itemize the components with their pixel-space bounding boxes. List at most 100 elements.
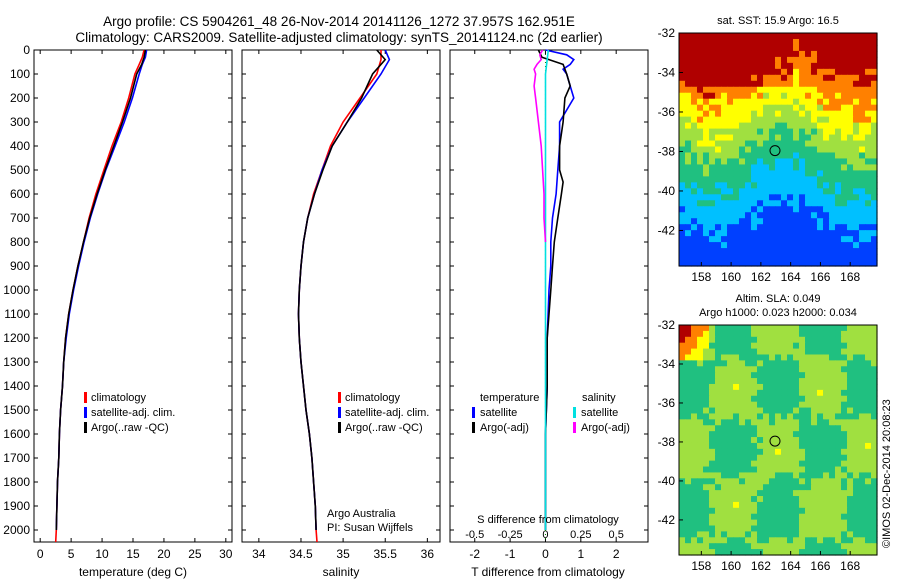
map-y-tick-label: -34 [658,65,676,79]
heatmap-cell [757,460,764,468]
heatmap-cell [841,442,848,450]
heatmap-cell [835,68,842,76]
heatmap-cell [799,448,806,456]
heatmap-cell [805,360,812,367]
heatmap-cell [697,442,704,450]
heatmap-cell [787,366,794,373]
heatmap-cell [847,164,854,172]
heatmap-cell [841,80,848,88]
heatmap-cell [739,128,746,136]
heatmap-cell [739,401,746,409]
heatmap-cell [835,531,842,538]
heatmap-cell [811,537,818,544]
heatmap-cell [823,56,830,64]
heatmap-cell [715,86,722,94]
heatmap-cell [769,431,776,438]
heatmap-cell [733,460,740,468]
heatmap-cell [805,383,812,391]
heatmap-cell [841,372,848,379]
heatmap-cell [793,44,800,52]
heatmap-cell [781,164,788,172]
heatmap-cell [841,104,848,112]
heatmap-cell [793,104,800,112]
heatmap-cell [739,466,746,474]
heatmap-cell [697,62,704,70]
heatmap-cell [709,401,716,409]
heatmap-cell [841,531,848,538]
heatmap-cell [679,378,686,385]
heatmap-cell [841,501,848,509]
temperature-x-axis: 0 5 10 15 20 25 30 [37,50,233,561]
heatmap-cell [853,360,860,367]
heatmap-cell [811,348,818,356]
heatmap-cell [835,401,842,409]
heatmap-cell [679,158,686,166]
heatmap-cell [721,248,728,255]
heatmap-cell [757,170,764,177]
heatmap-cell [841,478,848,485]
heatmap-cell [805,74,812,82]
heatmap-cell [721,372,728,379]
heatmap-cell [709,200,716,207]
heatmap-cell [769,86,776,94]
heatmap-cell [751,383,758,391]
heatmap-cell [769,140,776,148]
heatmap-cell [871,176,878,183]
heatmap-cell [847,366,854,373]
heatmap-cell [829,378,836,385]
heatmap-cell [709,230,716,237]
heatmap-cell [703,431,710,438]
heatmap-cell [751,170,758,177]
heatmap-cell [685,134,692,142]
heatmap-cell [721,140,728,148]
heatmap-cell [835,140,842,148]
heatmap-cell [811,472,818,479]
heatmap-cell [835,152,842,160]
x-tick-label: 36 [421,547,435,561]
heatmap-cell [847,431,854,438]
heatmap-cell [817,348,824,356]
heatmap-cell [835,86,842,94]
heatmap-cell [739,38,746,46]
heatmap-cell [835,378,842,385]
heatmap-cell [823,200,830,207]
heatmap-cell [865,454,872,462]
heatmap-cell [751,330,758,338]
heatmap-cell [787,140,794,148]
heatmap-cell [703,348,710,356]
heatmap-cell [835,478,842,485]
heatmap-cell [787,33,794,40]
depth-tick-label: 1100 [4,307,30,321]
heatmap-cell [859,395,866,403]
legend-swatch-temp-satellite [472,407,475,418]
heatmap-cell [745,224,752,231]
heatmap-cell [787,378,794,385]
heatmap-cell [799,525,806,533]
heatmap-cell [829,50,836,58]
heatmap-cell [835,543,842,550]
depth-tick-label: 1300 [3,355,30,369]
heatmap-cell [715,360,722,367]
heatmap-cell [727,188,734,195]
heatmap-cell [721,98,728,106]
heatmap-cell [715,507,722,515]
heatmap-cell [859,122,866,130]
heatmap-cell [775,260,782,267]
heatmap-cell [835,354,842,361]
heatmap-cell [859,537,866,544]
heatmap-cell [727,549,734,556]
heatmap-cell [715,254,722,261]
heatmap-cell [709,242,716,249]
heatmap-cell [703,38,710,46]
heatmap-cell [739,442,746,450]
heatmap-cell [709,360,716,367]
heatmap-cell [799,134,806,142]
map-y-tick-label: -32 [658,26,676,40]
heatmap-cell [691,354,698,361]
heatmap-cell [685,170,692,177]
heatmap-cell [727,419,734,426]
heatmap-cell [865,484,872,491]
x-tick-label: 0 [37,547,44,561]
heatmap-cell [799,342,806,350]
heatmap-cell [853,537,860,544]
